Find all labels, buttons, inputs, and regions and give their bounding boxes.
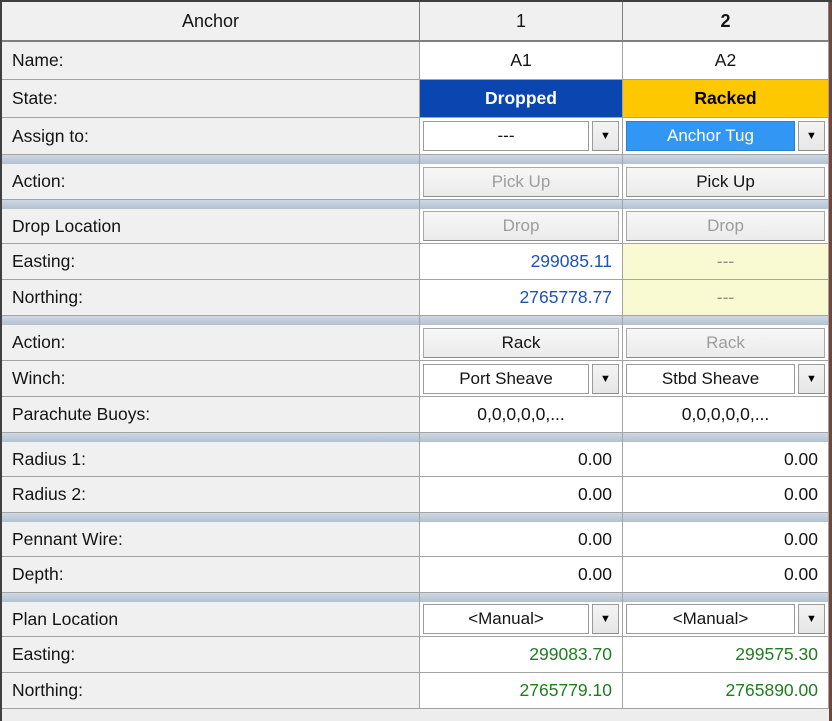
plan-location-label: Plan Location — [2, 602, 420, 637]
section-separator — [2, 155, 829, 164]
state-label: State: — [2, 80, 420, 118]
drop-easting-a2-field: --- — [623, 244, 829, 280]
action-pickup-label: Action: — [2, 164, 420, 200]
chevron-down-icon[interactable]: ▼ — [592, 363, 619, 394]
plan-northing-label: Northing: — [2, 673, 420, 709]
buoys-a1-field[interactable]: 0,0,0,0,0,... — [420, 397, 623, 433]
radius2-a1-field[interactable]: 0.00 — [420, 477, 623, 513]
chevron-down-icon[interactable]: ▼ — [798, 604, 825, 634]
assign-a1-combobox: --- ▼ — [420, 118, 623, 155]
drop-northing-a1-field[interactable]: 2765778.77 — [420, 280, 623, 316]
radius1-a1-field[interactable]: 0.00 — [420, 442, 623, 477]
pickup-a2-cell: Pick Up — [623, 164, 829, 200]
name-a1-field[interactable]: A1 — [420, 42, 623, 80]
chevron-down-icon[interactable]: ▼ — [592, 604, 619, 634]
drop-a1-button: Drop — [423, 211, 619, 241]
row-plan-northing: Northing: 2765779.10 2765890.00 — [2, 673, 829, 709]
section-separator — [2, 513, 829, 522]
row-drop-easting: Easting: 299085.11 --- — [2, 244, 829, 280]
name-label: Name: — [2, 42, 420, 80]
rack-a1-cell: Rack — [420, 325, 623, 361]
section-separator — [2, 433, 829, 442]
section-separator — [2, 593, 829, 602]
chevron-down-icon[interactable]: ▼ — [798, 363, 825, 394]
row-radius2: Radius 2: 0.00 0.00 — [2, 477, 829, 513]
row-drop-northing: Northing: 2765778.77 --- — [2, 280, 829, 316]
depth-label: Depth: — [2, 557, 420, 593]
pennant-a1-field[interactable]: 0.00 — [420, 522, 623, 557]
row-drop-location: Drop Location Drop Drop — [2, 209, 829, 244]
plan-easting-a2-field[interactable]: 299575.30 — [623, 637, 829, 673]
header-anchor: Anchor — [2, 2, 420, 42]
action-rack-label: Action: — [2, 325, 420, 361]
row-action-rack: Action: Rack Rack — [2, 325, 829, 361]
plan-a1-combobox: <Manual> ▼ — [420, 602, 623, 637]
drop-easting-a1-field[interactable]: 299085.11 — [420, 244, 623, 280]
pickup-a2-button[interactable]: Pick Up — [626, 166, 825, 197]
row-action-pickup: Action: Pick Up Pick Up — [2, 164, 829, 200]
drop-easting-label: Easting: — [2, 244, 420, 280]
plan-a2-value[interactable]: <Manual> — [626, 604, 795, 634]
plan-northing-a1-field[interactable]: 2765779.10 — [420, 673, 623, 709]
winch-a1-value[interactable]: Port Sheave — [423, 363, 589, 394]
assign-to-label: Assign to: — [2, 118, 420, 155]
section-separator — [2, 200, 829, 209]
drop-a2-button: Drop — [626, 211, 825, 241]
drop-a2-cell: Drop — [623, 209, 829, 244]
plan-easting-label: Easting: — [2, 637, 420, 673]
plan-northing-a2-field[interactable]: 2765890.00 — [623, 673, 829, 709]
row-name: Name: A1 A2 — [2, 42, 829, 80]
plan-easting-a1-field[interactable]: 299083.70 — [420, 637, 623, 673]
depth-a1-field[interactable]: 0.00 — [420, 557, 623, 593]
buoys-a2-field[interactable]: 0,0,0,0,0,... — [623, 397, 829, 433]
column-header-2[interactable]: 2 — [623, 2, 829, 42]
plan-a2-combobox: <Manual> ▼ — [623, 602, 829, 637]
row-plan-location: Plan Location <Manual> ▼ <Manual> ▼ — [2, 602, 829, 637]
pickup-a1-button: Pick Up — [423, 166, 619, 197]
row-pennant-wire: Pennant Wire: 0.00 0.00 — [2, 522, 829, 557]
row-winch: Winch: Port Sheave ▼ Stbd Sheave ▼ — [2, 361, 829, 397]
assign-a2-value[interactable]: Anchor Tug — [626, 121, 795, 151]
chevron-down-icon[interactable]: ▼ — [592, 121, 619, 151]
row-state: State: Dropped Racked — [2, 80, 829, 118]
chevron-down-icon[interactable]: ▼ — [798, 121, 825, 151]
assign-a1-value[interactable]: --- — [423, 121, 589, 151]
winch-label: Winch: — [2, 361, 420, 397]
state-a2-badge: Racked — [623, 80, 829, 118]
pickup-a1-cell: Pick Up — [420, 164, 623, 200]
drop-northing-label: Northing: — [2, 280, 420, 316]
state-a1-badge: Dropped — [420, 80, 623, 118]
column-header-1[interactable]: 1 — [420, 2, 623, 42]
assign-a2-combobox: Anchor Tug ▼ — [623, 118, 829, 155]
pennant-wire-label: Pennant Wire: — [2, 522, 420, 557]
row-plan-easting: Easting: 299083.70 299575.30 — [2, 637, 829, 673]
radius1-a2-field[interactable]: 0.00 — [623, 442, 829, 477]
header-row: Anchor 1 2 — [2, 2, 829, 42]
drop-location-label: Drop Location — [2, 209, 420, 244]
rack-a2-cell: Rack — [623, 325, 829, 361]
panel-edge-divider — [829, 2, 832, 721]
section-separator — [2, 316, 829, 325]
row-assign-to: Assign to: --- ▼ Anchor Tug ▼ — [2, 118, 829, 155]
row-depth: Depth: 0.00 0.00 — [2, 557, 829, 593]
radius1-label: Radius 1: — [2, 442, 420, 477]
row-radius1: Radius 1: 0.00 0.00 — [2, 442, 829, 477]
row-parachute-buoys: Parachute Buoys: 0,0,0,0,0,... 0,0,0,0,0… — [2, 397, 829, 433]
radius2-a2-field[interactable]: 0.00 — [623, 477, 829, 513]
rack-a1-button[interactable]: Rack — [423, 327, 619, 358]
depth-a2-field[interactable]: 0.00 — [623, 557, 829, 593]
bottom-filler — [2, 709, 829, 721]
winch-a1-combobox: Port Sheave ▼ — [420, 361, 623, 397]
pennant-a2-field[interactable]: 0.00 — [623, 522, 829, 557]
radius2-label: Radius 2: — [2, 477, 420, 513]
parachute-buoys-label: Parachute Buoys: — [2, 397, 420, 433]
name-a2-field[interactable]: A2 — [623, 42, 829, 80]
drop-a1-cell: Drop — [420, 209, 623, 244]
winch-a2-combobox: Stbd Sheave ▼ — [623, 361, 829, 397]
drop-northing-a2-field: --- — [623, 280, 829, 316]
winch-a2-value[interactable]: Stbd Sheave — [626, 363, 795, 394]
plan-a1-value[interactable]: <Manual> — [423, 604, 589, 634]
rack-a2-button: Rack — [626, 327, 825, 358]
